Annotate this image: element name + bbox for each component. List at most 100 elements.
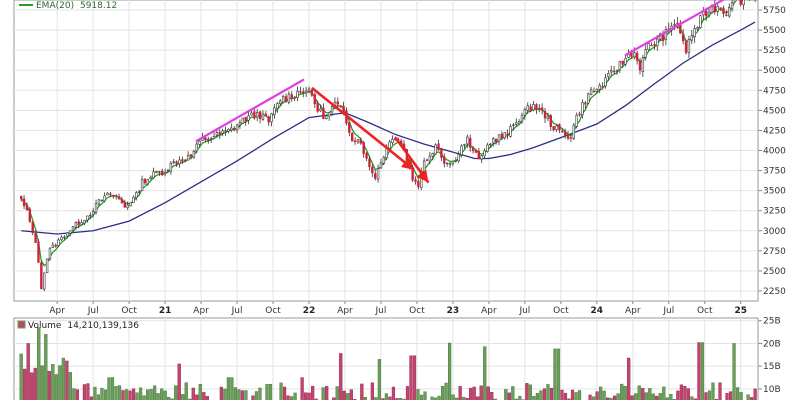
volume-bar <box>648 388 652 400</box>
volume-bar <box>613 395 617 400</box>
candle-body <box>612 70 616 73</box>
price-y-tick-label: 4250 <box>763 126 786 136</box>
volume-bar <box>700 342 705 400</box>
candle-body <box>638 60 642 71</box>
candle-body <box>598 85 601 90</box>
volume-bar <box>286 395 290 400</box>
annotation-layer <box>195 0 726 184</box>
candle <box>60 235 63 242</box>
candle <box>388 139 391 149</box>
candle-body <box>618 61 622 71</box>
candle-body <box>163 172 167 175</box>
candle-body <box>178 159 181 164</box>
volume-bar <box>388 396 392 400</box>
candle-body <box>244 116 247 122</box>
volume-bar <box>739 392 743 400</box>
candle-body <box>132 196 135 203</box>
candle-body <box>733 0 737 3</box>
candle-body <box>51 244 55 248</box>
candle <box>304 86 308 98</box>
candle <box>664 26 668 46</box>
candle <box>754 0 756 3</box>
candle <box>293 96 296 102</box>
volume-bar <box>451 394 455 400</box>
x-tick-month-label: Apr <box>337 306 353 316</box>
candle-body <box>129 202 132 207</box>
candle-body <box>604 77 607 87</box>
candle <box>376 164 380 183</box>
trendline-annotation <box>624 0 726 57</box>
candle <box>235 123 239 134</box>
candle-body <box>716 5 719 12</box>
candle-body <box>204 137 207 141</box>
candle <box>307 86 311 94</box>
candle-body <box>184 159 187 162</box>
candle <box>480 154 483 164</box>
volume-bar <box>33 367 37 400</box>
candle-body <box>258 111 262 119</box>
candle <box>615 69 619 75</box>
candle <box>94 199 98 215</box>
volume-bar <box>651 393 655 400</box>
candle-body <box>471 147 475 151</box>
candle-body <box>68 230 72 234</box>
candle <box>457 151 460 164</box>
candle-body <box>503 132 506 139</box>
candle <box>161 168 164 176</box>
candle <box>20 195 23 202</box>
candle <box>186 151 190 161</box>
volume-bar <box>595 391 599 400</box>
candle-body <box>218 132 221 135</box>
candle-body <box>621 60 624 65</box>
candle-body <box>232 127 236 130</box>
candle <box>89 212 92 219</box>
candle <box>48 247 52 262</box>
candle-body <box>492 138 495 144</box>
volume-y-tick-label: 10B <box>763 385 781 395</box>
volume-bar <box>289 396 294 400</box>
candle-body <box>368 158 371 168</box>
candle-body <box>264 113 268 117</box>
volume-bar <box>542 388 547 400</box>
candle-body <box>586 93 590 104</box>
volume-bar <box>160 388 164 400</box>
candle <box>365 152 368 161</box>
candle <box>244 116 247 126</box>
x-tick-year-label: 21 <box>159 306 172 316</box>
candle <box>158 170 161 177</box>
volume-bar <box>304 392 308 400</box>
candle <box>566 131 570 141</box>
candle-body <box>538 108 541 110</box>
volume-bar <box>606 397 610 400</box>
volume-bar <box>124 389 129 400</box>
price-y-axis: 2250 2500 2750 3000 3250 3500 3750 4000 4250 4500… <box>758 6 786 297</box>
volume-bar <box>570 389 575 400</box>
candle-body <box>512 124 515 127</box>
candle-body <box>172 161 175 163</box>
x-tick-month-label: Oct <box>409 306 425 316</box>
candle-body <box>454 160 457 162</box>
candle-body <box>25 204 29 211</box>
candle-body <box>635 52 639 61</box>
candle-body <box>230 127 233 131</box>
volume-bar <box>735 387 740 400</box>
candle-body <box>601 86 604 88</box>
candle-body <box>227 128 230 132</box>
ema-layer <box>20 0 745 267</box>
volume-bar <box>630 395 634 400</box>
volume-bar <box>226 377 230 400</box>
volume-bar <box>325 386 329 400</box>
candle <box>109 191 112 198</box>
candle-body <box>296 91 299 98</box>
candle-body <box>45 258 49 273</box>
candle-body <box>615 70 619 72</box>
volume-bar <box>535 393 540 400</box>
volume-bar <box>107 377 111 400</box>
candle-body <box>106 192 109 196</box>
volume-bar <box>472 386 476 400</box>
candle-body <box>561 130 564 133</box>
candle-body <box>417 180 420 188</box>
candle-body <box>529 106 532 111</box>
candle-body <box>589 89 593 95</box>
arrow-annotation <box>311 86 415 171</box>
